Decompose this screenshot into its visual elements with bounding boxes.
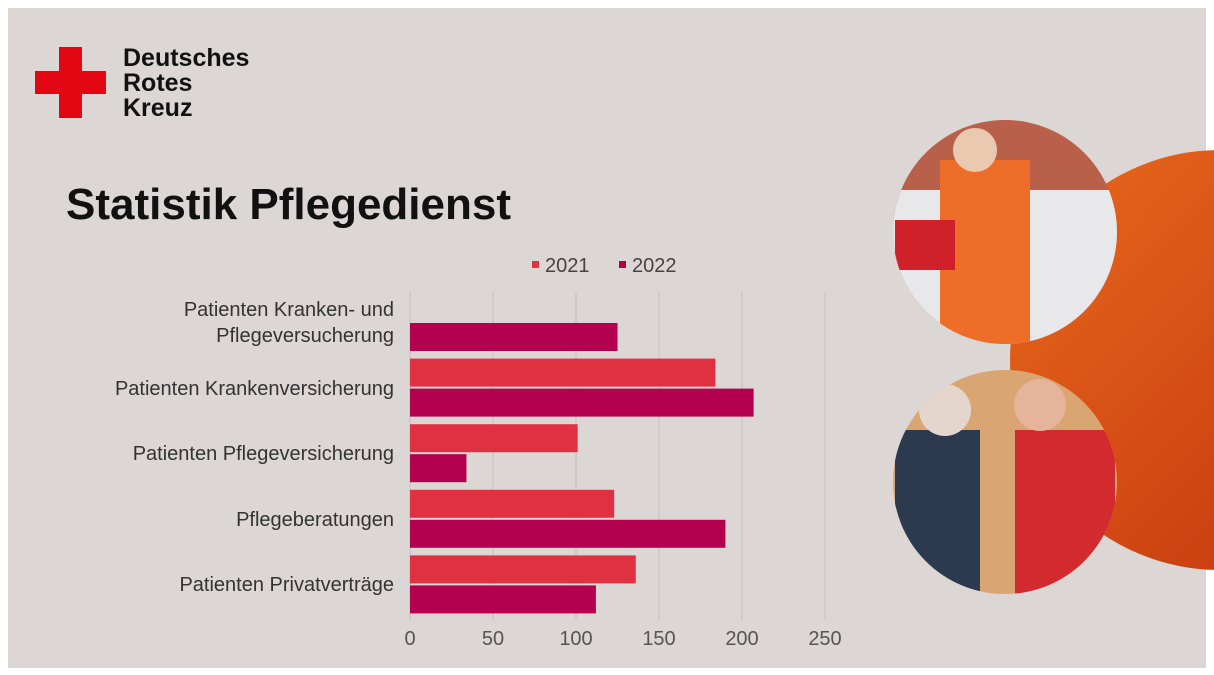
- bar: [410, 389, 754, 417]
- logo-text: Rotes: [123, 69, 192, 97]
- category-label: Patienten Krankenversicherung: [94, 359, 394, 419]
- bar: [410, 323, 618, 351]
- category-label: Patienten Pflegeversicherung: [94, 424, 394, 484]
- category-label: Patienten Privatverträge: [94, 555, 394, 615]
- bar: [410, 585, 596, 613]
- category-label: Pflegeberatungen: [94, 490, 394, 550]
- bar: [410, 520, 725, 548]
- logo-text: Deutsches: [123, 44, 249, 72]
- bar: [410, 454, 466, 482]
- x-tick-label: 100: [559, 628, 592, 650]
- x-tick-label: 50: [482, 628, 504, 650]
- legend-label: 2021: [545, 255, 590, 277]
- x-tick-label: 250: [808, 628, 841, 650]
- bar: [410, 490, 614, 518]
- legend-marker: [619, 261, 626, 268]
- bar: [410, 555, 636, 583]
- legend-label: 2022: [632, 255, 677, 277]
- x-tick-label: 150: [642, 628, 675, 650]
- chart-title: Statistik Pflegedienst: [66, 180, 511, 229]
- legend-marker: [532, 261, 539, 268]
- bar: [410, 424, 578, 452]
- bar: [410, 359, 715, 387]
- slide: Deutsches Rotes Kreuz Statistik Pflegedi…: [0, 0, 1214, 675]
- category-label: Patienten Kranken- und Pflegeversucherun…: [94, 293, 394, 353]
- logo-text: Kreuz: [123, 94, 192, 122]
- x-tick-label: 0: [404, 628, 415, 650]
- x-tick-label: 200: [725, 628, 758, 650]
